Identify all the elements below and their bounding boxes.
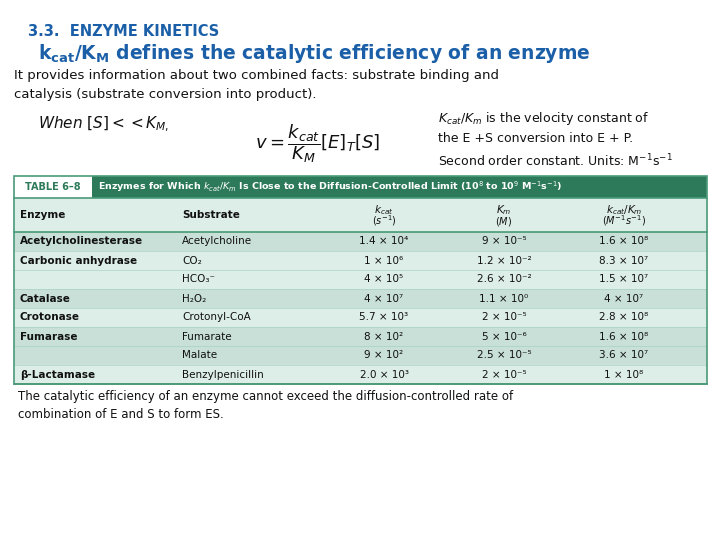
Text: 2.6 × 10⁻²: 2.6 × 10⁻²	[477, 274, 531, 285]
Text: 2.5 × 10⁻⁵: 2.5 × 10⁻⁵	[477, 350, 531, 361]
Text: $(M)$: $(M)$	[495, 214, 513, 227]
Text: 1.6 × 10⁸: 1.6 × 10⁸	[599, 237, 649, 246]
Text: Catalase: Catalase	[20, 294, 71, 303]
Text: 8 × 10²: 8 × 10²	[364, 332, 404, 341]
Text: 4 × 10⁷: 4 × 10⁷	[364, 294, 404, 303]
Text: 5 × 10⁻⁶: 5 × 10⁻⁶	[482, 332, 526, 341]
Bar	[14, 232, 707, 251]
Text: 2 × 10⁻⁵: 2 × 10⁻⁵	[482, 369, 526, 380]
Text: β-Lactamase: β-Lactamase	[20, 369, 95, 380]
Bar	[14, 308, 707, 327]
Text: 9 × 10⁻⁵: 9 × 10⁻⁵	[482, 237, 526, 246]
Text: $k_{cat}/K_m$: $k_{cat}/K_m$	[606, 203, 642, 217]
Text: Enzyme: Enzyme	[20, 210, 66, 220]
Text: 3.3.  ENZYME KINETICS: 3.3. ENZYME KINETICS	[28, 24, 220, 39]
Text: 3.6 × 10⁷: 3.6 × 10⁷	[600, 350, 649, 361]
Text: Benzylpenicillin: Benzylpenicillin	[182, 369, 264, 380]
Text: 2.8 × 10⁸: 2.8 × 10⁸	[599, 313, 649, 322]
Text: 4 × 10⁵: 4 × 10⁵	[364, 274, 404, 285]
Text: The catalytic efficiency of an enzyme cannot exceed the diffusion-controlled rat: The catalytic efficiency of an enzyme ca…	[18, 390, 513, 421]
Text: 1.2 × 10⁻²: 1.2 × 10⁻²	[477, 255, 531, 266]
Text: Acetylcholinesterase: Acetylcholinesterase	[20, 237, 143, 246]
Bar	[14, 327, 707, 346]
Bar	[14, 176, 707, 198]
Bar	[14, 270, 707, 289]
Text: $K_{cat}/K_m$ is the velocity constant of
the E +S conversion into E + P.
Second: $K_{cat}/K_m$ is the velocity constant o…	[438, 110, 672, 170]
Text: HCO₃⁻: HCO₃⁻	[182, 274, 215, 285]
Text: 8.3 × 10⁷: 8.3 × 10⁷	[600, 255, 649, 266]
Text: 1.6 × 10⁸: 1.6 × 10⁸	[599, 332, 649, 341]
Text: 1.1 × 10⁰: 1.1 × 10⁰	[480, 294, 528, 303]
Text: TABLE 6–8: TABLE 6–8	[25, 182, 81, 192]
Text: 2.0 × 10³: 2.0 × 10³	[359, 369, 408, 380]
Text: $(M^{-1}s^{-1})$: $(M^{-1}s^{-1})$	[602, 214, 646, 228]
Bar	[14, 289, 707, 308]
Text: Substrate: Substrate	[182, 210, 240, 220]
Text: 1.5 × 10⁷: 1.5 × 10⁷	[600, 274, 649, 285]
Text: Enzymes for Which $k_{cat}/K_m$ Is Close to the Diffusion-Controlled Limit (10$^: Enzymes for Which $k_{cat}/K_m$ Is Close…	[98, 180, 562, 194]
Text: Crotonase: Crotonase	[20, 313, 80, 322]
Text: Fumarase: Fumarase	[20, 332, 78, 341]
Text: $\mathbf{k_{cat}/K_M}$ defines the catalytic efficiency of an enzyme: $\mathbf{k_{cat}/K_M}$ defines the catal…	[38, 42, 590, 65]
Text: 5.7 × 10³: 5.7 × 10³	[359, 313, 408, 322]
Bar	[14, 346, 707, 365]
Text: It provides information about two combined facts: substrate binding and
catalysi: It provides information about two combin…	[14, 69, 499, 101]
Text: 4 × 10⁷: 4 × 10⁷	[604, 294, 644, 303]
Text: $k_{cat}$: $k_{cat}$	[374, 203, 394, 217]
Text: 1 × 10⁶: 1 × 10⁶	[364, 255, 404, 266]
Text: Crotonyl-CoA: Crotonyl-CoA	[182, 313, 251, 322]
Text: 1 × 10⁸: 1 × 10⁸	[604, 369, 644, 380]
Bar	[14, 198, 707, 232]
Text: 2 × 10⁻⁵: 2 × 10⁻⁵	[482, 313, 526, 322]
Text: $\mathit{When\ [S]{<}{<}K_{M,}}$: $\mathit{When\ [S]{<}{<}K_{M,}}$	[38, 115, 169, 134]
Text: Fumarate: Fumarate	[182, 332, 232, 341]
Bar	[14, 251, 707, 270]
Text: $v = \dfrac{k_{cat}}{K_{M}}[E]_{T}[S]$: $v = \dfrac{k_{cat}}{K_{M}}[E]_{T}[S]$	[255, 122, 380, 165]
Text: $(s^{-1})$: $(s^{-1})$	[372, 214, 396, 228]
Text: Acetylcholine: Acetylcholine	[182, 237, 252, 246]
Text: $K_m$: $K_m$	[496, 203, 512, 217]
Bar	[14, 365, 707, 384]
Text: CO₂: CO₂	[182, 255, 202, 266]
Text: 9 × 10²: 9 × 10²	[364, 350, 404, 361]
Text: 1.4 × 10⁴: 1.4 × 10⁴	[359, 237, 409, 246]
Text: Carbonic anhydrase: Carbonic anhydrase	[20, 255, 137, 266]
Text: Malate: Malate	[182, 350, 217, 361]
Bar	[14, 176, 92, 198]
Bar	[14, 176, 707, 384]
Text: H₂O₂: H₂O₂	[182, 294, 206, 303]
